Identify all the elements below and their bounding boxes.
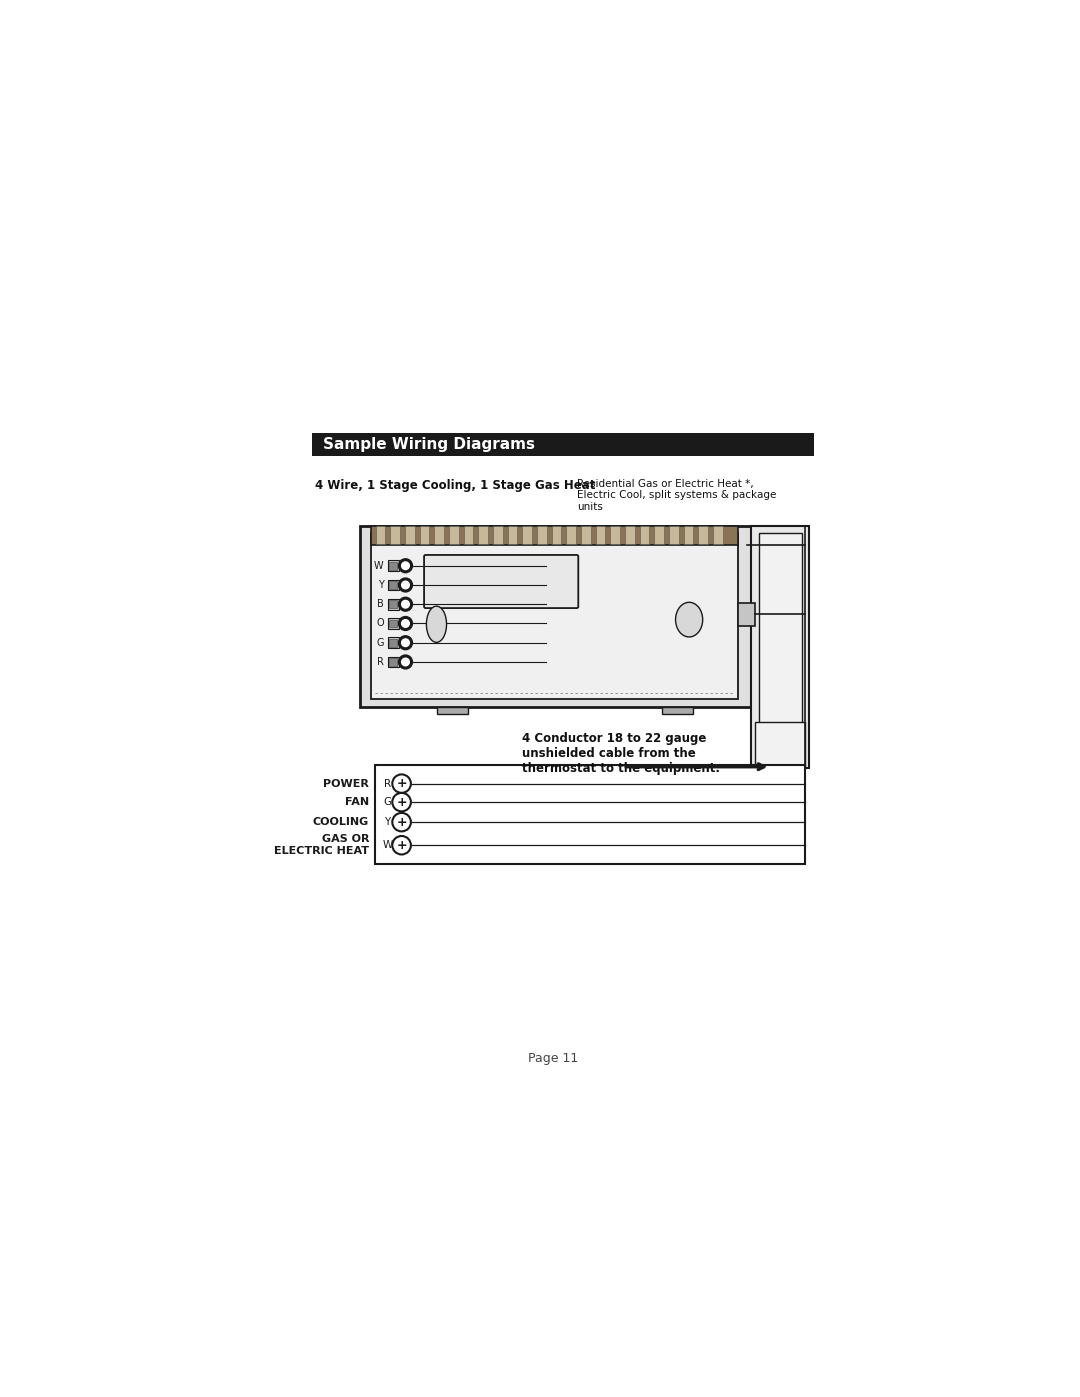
Bar [639, 527, 649, 545]
Text: W: W [374, 560, 383, 571]
Text: R: R [377, 657, 383, 666]
Bar [759, 534, 801, 760]
Circle shape [399, 655, 413, 669]
Bar [389, 638, 397, 647]
Ellipse shape [427, 606, 446, 643]
Circle shape [399, 559, 413, 573]
Text: B: B [377, 599, 383, 609]
Bar [669, 527, 678, 545]
Bar [434, 527, 444, 545]
Circle shape [402, 638, 409, 647]
Bar [713, 527, 723, 545]
Bar [738, 602, 755, 626]
Bar [523, 527, 532, 545]
Text: +: + [396, 777, 407, 791]
Bar [388, 617, 399, 629]
Text: W: W [382, 840, 393, 851]
Circle shape [392, 793, 410, 812]
Circle shape [402, 581, 409, 588]
Circle shape [399, 598, 413, 610]
Bar [662, 707, 693, 714]
Text: POWER: POWER [323, 778, 369, 789]
Bar [625, 527, 635, 545]
Text: 4 Wire, 1 Stage Cooling, 1 Stage Gas Heat: 4 Wire, 1 Stage Cooling, 1 Stage Gas Hea… [314, 479, 595, 492]
Bar [372, 525, 738, 545]
Ellipse shape [676, 602, 703, 637]
Bar [755, 722, 806, 768]
Bar [610, 527, 620, 545]
Bar [437, 707, 469, 714]
Bar [312, 433, 814, 457]
Bar [566, 527, 576, 545]
Bar [388, 599, 399, 609]
Bar [478, 527, 488, 545]
Bar [751, 525, 809, 768]
Bar [537, 527, 546, 545]
Bar [372, 534, 738, 698]
Bar [654, 527, 664, 545]
Bar [494, 527, 502, 545]
Bar [463, 527, 473, 545]
Bar [389, 601, 397, 608]
Circle shape [392, 835, 410, 855]
Bar [389, 658, 397, 666]
Text: FAN: FAN [345, 798, 369, 807]
Bar [596, 527, 605, 545]
Bar [376, 527, 386, 545]
Bar [388, 637, 399, 648]
Text: GAS OR
ELECTRIC HEAT: GAS OR ELECTRIC HEAT [274, 834, 369, 856]
Circle shape [402, 601, 409, 608]
Bar [389, 581, 397, 588]
Bar [388, 560, 399, 571]
Bar [375, 766, 806, 865]
Text: R: R [384, 778, 391, 789]
Text: 4 Conductor 18 to 22 gauge
unshielded cable from the
thermostat to the equipment: 4 Conductor 18 to 22 gauge unshielded ca… [523, 732, 720, 775]
Text: Page 11: Page 11 [528, 1052, 579, 1065]
Bar [552, 527, 562, 545]
Bar [405, 527, 415, 545]
Bar [449, 527, 459, 545]
Text: COOLING: COOLING [313, 817, 369, 827]
Bar [388, 657, 399, 668]
Text: G: G [383, 798, 392, 807]
Circle shape [402, 620, 409, 627]
Bar [389, 620, 397, 627]
Circle shape [402, 658, 409, 666]
Text: +: + [396, 838, 407, 852]
FancyBboxPatch shape [424, 555, 578, 608]
Bar [508, 527, 517, 545]
Text: G: G [376, 637, 383, 648]
Text: Y: Y [384, 817, 391, 827]
Circle shape [392, 774, 410, 793]
Circle shape [399, 616, 413, 630]
Bar [360, 525, 755, 707]
Bar [581, 527, 591, 545]
Bar [388, 580, 399, 591]
Bar [684, 527, 693, 545]
Bar [389, 562, 397, 570]
Bar [699, 527, 707, 545]
Text: Y: Y [378, 580, 383, 590]
Bar [391, 527, 400, 545]
Text: +: + [396, 796, 407, 809]
Text: +: + [396, 816, 407, 828]
Text: Sample Wiring Diagrams: Sample Wiring Diagrams [323, 437, 535, 453]
Circle shape [402, 562, 409, 570]
Text: Residential Gas or Electric Heat *,
Electric Cool, split systems & package
units: Residential Gas or Electric Heat *, Elec… [577, 479, 777, 511]
Text: O: O [376, 619, 383, 629]
Circle shape [399, 578, 413, 592]
Circle shape [399, 636, 413, 650]
Bar [420, 527, 429, 545]
Circle shape [392, 813, 410, 831]
